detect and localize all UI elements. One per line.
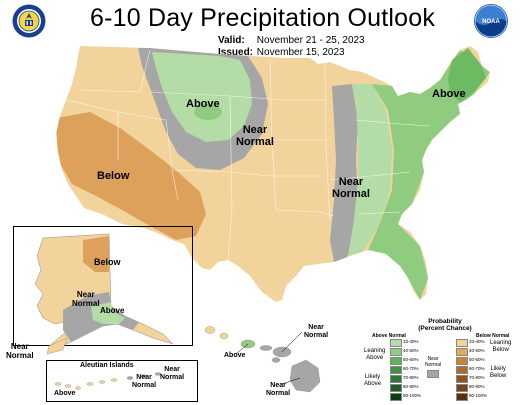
alaska-below-40-50-region — [83, 236, 109, 272]
label-near-normal-plains: Near Normal — [236, 124, 274, 148]
legend-below-swatch — [456, 393, 468, 401]
legend-below-swatch — [456, 339, 468, 347]
legend-likely-below: Likely Below — [490, 366, 507, 379]
legend-likely-above: Likely Above — [364, 374, 382, 387]
legend-below-swatch — [456, 366, 468, 374]
above-40-50-northwest-region — [194, 104, 222, 120]
above-50-60-northeast-region — [448, 48, 486, 102]
doc-seal-logo — [12, 4, 46, 38]
aleutian-label-near-normal-2: Near Normal — [160, 366, 185, 381]
alaska-label-below: Below — [94, 257, 121, 267]
legend-below-range: 40-50% — [469, 348, 485, 353]
legend-above-swatch — [390, 366, 402, 374]
map-title: 6-10 Day Precipitation Outlook — [89, 4, 436, 32]
legend-leaning-above: Leaning Above — [364, 348, 386, 361]
hawaii-label-above: Above — [224, 352, 246, 359]
legend-above-range: 80-90% — [403, 384, 419, 389]
legend-below-range: 90-100% — [469, 393, 488, 398]
legend-below-range: 80-90% — [469, 384, 485, 389]
legend-heading: Probability (Percent Chance) — [418, 318, 472, 332]
legend-below-header: Below Normal — [476, 333, 510, 339]
valid-value: November 21 - 25, 2023 — [256, 35, 365, 46]
probability-legend: Probability (Percent Chance) Above Norma… — [364, 318, 520, 403]
valid-label: Valid: — [218, 35, 245, 46]
alaska-peninsula — [46, 337, 68, 355]
alaska-label-above: Above — [100, 306, 125, 315]
issued-label: Issued: — [218, 47, 254, 58]
state-boundaries — [65, 49, 431, 261]
near-normal-central-region — [330, 84, 358, 262]
noaa-logo-text: NOAA — [482, 19, 500, 25]
legend-above-range: 40-50% — [403, 348, 419, 353]
hawaii-label-near-normal-bottom: Near Normal — [266, 382, 291, 397]
legend-above-swatch — [390, 348, 402, 356]
issued-value: November 15, 2023 — [256, 47, 345, 58]
aleutian-label-near-normal-1: Near Normal — [132, 374, 157, 389]
legend-above-swatch — [390, 357, 402, 365]
legend-below-swatch — [456, 384, 468, 392]
legend-below-range: 33-40% — [469, 339, 485, 344]
legend-below-range: 60-70% — [469, 366, 485, 371]
legend-above-swatch — [390, 375, 402, 383]
legend-above-range: 50-60% — [403, 357, 419, 362]
legend-near-normal: Near Normal — [425, 356, 442, 368]
legend-above-header: Above Normal — [372, 333, 406, 339]
legend-above-swatch — [390, 384, 402, 392]
aleutian-inset-frame — [46, 360, 198, 402]
hawaii-label-near-normal-top: Near Normal — [304, 324, 329, 339]
legend-above-range: 70-80% — [403, 375, 419, 380]
legend-above-range: 33-40% — [403, 339, 419, 344]
legend-below-swatch — [456, 348, 468, 356]
valid-row: Valid: November 21 - 25, 2023 — [218, 35, 365, 47]
alaska-inset-frame — [13, 226, 193, 346]
below-40-50-region — [56, 112, 206, 240]
legend-below-range: 70-80% — [469, 375, 485, 380]
legend-leaning-below: Leaning Below — [490, 340, 512, 353]
alaska-label-near-normal: Near Normal — [72, 290, 100, 308]
hawaii-leader-lines — [235, 331, 303, 385]
legend-above-swatch — [390, 393, 402, 401]
label-below-southwest: Below — [97, 170, 130, 182]
above-40-50-east-region — [368, 50, 490, 300]
alaska-label-near-normal-sw: Near Normal — [6, 342, 34, 360]
label-near-normal-mississippi: Near Normal — [332, 176, 370, 200]
issued-row: Issued: November 15, 2023 — [218, 47, 365, 59]
legend-above-swatch — [390, 339, 402, 347]
label-above-northwest: Above — [186, 98, 220, 110]
aleutian-label-above: Above — [54, 390, 76, 397]
alaska-map — [34, 233, 174, 355]
legend-below-swatch — [456, 375, 468, 383]
legend-above-range: 60-70% — [403, 366, 419, 371]
noaa-logo: NOAA — [474, 4, 508, 38]
legend-below-range: 50-60% — [469, 357, 485, 362]
label-above-northeast: Above — [432, 88, 466, 100]
above-33-40-northwest-region — [152, 52, 252, 142]
alaska-above-region — [91, 302, 125, 324]
date-info: Valid: November 21 - 25, 2023 Issued: No… — [218, 35, 365, 59]
legend-near-normal-swatch — [427, 370, 439, 378]
aleutian-title: Aleutian Islands — [80, 362, 134, 369]
aleutian-map — [54, 372, 162, 390]
legend-below-swatch — [456, 357, 468, 365]
legend-above-range: 90-100% — [403, 393, 422, 398]
